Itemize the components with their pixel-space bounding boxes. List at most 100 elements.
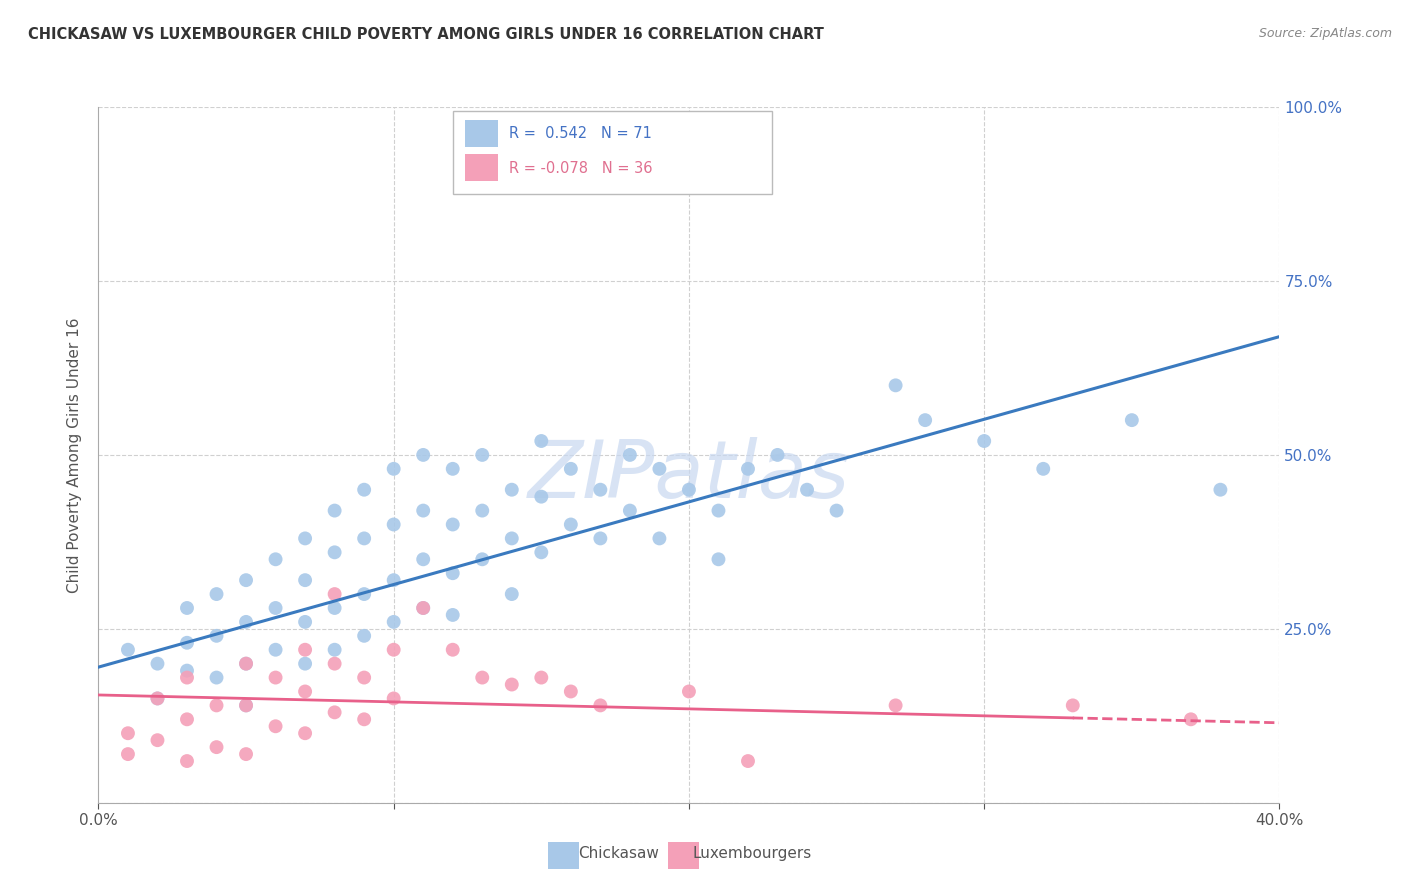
Point bbox=[235, 615, 257, 629]
Point bbox=[264, 671, 287, 685]
Point bbox=[294, 573, 316, 587]
Point bbox=[1180, 712, 1202, 726]
FancyBboxPatch shape bbox=[464, 120, 498, 147]
Point bbox=[707, 503, 730, 517]
Y-axis label: Child Poverty Among Girls Under 16: Child Poverty Among Girls Under 16 bbox=[67, 318, 83, 592]
Point bbox=[619, 503, 641, 517]
Point bbox=[441, 566, 464, 581]
Point bbox=[1121, 413, 1143, 427]
Point bbox=[1062, 698, 1084, 713]
Point bbox=[471, 552, 494, 566]
Point bbox=[294, 615, 316, 629]
Text: ZIPatlas: ZIPatlas bbox=[527, 437, 851, 515]
Point bbox=[353, 629, 375, 643]
Text: Chickasaw: Chickasaw bbox=[578, 846, 659, 861]
Point bbox=[678, 483, 700, 497]
Point bbox=[412, 552, 434, 566]
Point bbox=[117, 642, 139, 657]
Point bbox=[530, 490, 553, 504]
Point bbox=[235, 657, 257, 671]
Point bbox=[146, 691, 169, 706]
Point bbox=[382, 691, 405, 706]
Point bbox=[530, 434, 553, 448]
Text: R = -0.078   N = 36: R = -0.078 N = 36 bbox=[509, 161, 652, 176]
Point bbox=[441, 642, 464, 657]
Point bbox=[382, 517, 405, 532]
Point bbox=[323, 503, 346, 517]
Point bbox=[323, 587, 346, 601]
Point bbox=[441, 517, 464, 532]
Point bbox=[560, 684, 582, 698]
Point bbox=[766, 448, 789, 462]
Point bbox=[323, 706, 346, 720]
Point bbox=[648, 462, 671, 476]
Point bbox=[884, 378, 907, 392]
Point bbox=[264, 552, 287, 566]
Point bbox=[382, 615, 405, 629]
Point bbox=[323, 545, 346, 559]
Point bbox=[441, 462, 464, 476]
Point bbox=[117, 726, 139, 740]
Point bbox=[737, 754, 759, 768]
Point bbox=[264, 719, 287, 733]
Bar bbox=[548, 842, 579, 869]
Point bbox=[235, 698, 257, 713]
Point bbox=[737, 462, 759, 476]
Point bbox=[501, 677, 523, 691]
Point bbox=[205, 587, 228, 601]
Point bbox=[796, 483, 818, 497]
Point bbox=[471, 448, 494, 462]
Point bbox=[146, 733, 169, 747]
Point bbox=[235, 747, 257, 761]
FancyBboxPatch shape bbox=[464, 153, 498, 181]
Point bbox=[205, 698, 228, 713]
Point bbox=[205, 671, 228, 685]
Point bbox=[501, 483, 523, 497]
Point bbox=[176, 664, 198, 678]
Point bbox=[501, 532, 523, 546]
Point bbox=[117, 747, 139, 761]
Point bbox=[560, 517, 582, 532]
Point bbox=[294, 684, 316, 698]
Bar bbox=[668, 842, 699, 869]
Point bbox=[353, 532, 375, 546]
Point bbox=[205, 740, 228, 755]
Point bbox=[471, 503, 494, 517]
Point bbox=[412, 601, 434, 615]
Point bbox=[323, 642, 346, 657]
Point bbox=[353, 587, 375, 601]
Point bbox=[589, 532, 612, 546]
Text: Source: ZipAtlas.com: Source: ZipAtlas.com bbox=[1258, 27, 1392, 40]
Point bbox=[323, 601, 346, 615]
Point bbox=[323, 657, 346, 671]
Point bbox=[146, 691, 169, 706]
Point bbox=[707, 552, 730, 566]
Point bbox=[353, 712, 375, 726]
Point bbox=[294, 726, 316, 740]
Point bbox=[235, 657, 257, 671]
Point bbox=[294, 657, 316, 671]
Point bbox=[264, 601, 287, 615]
Point bbox=[501, 587, 523, 601]
Point bbox=[176, 636, 198, 650]
Point bbox=[530, 671, 553, 685]
Point bbox=[1032, 462, 1054, 476]
FancyBboxPatch shape bbox=[453, 111, 772, 194]
Point bbox=[146, 657, 169, 671]
Point bbox=[205, 629, 228, 643]
Point bbox=[176, 671, 198, 685]
Text: Luxembourgers: Luxembourgers bbox=[693, 846, 811, 861]
Point bbox=[678, 684, 700, 698]
Point bbox=[382, 642, 405, 657]
Point bbox=[560, 462, 582, 476]
Point bbox=[471, 671, 494, 685]
Point bbox=[589, 698, 612, 713]
Point bbox=[235, 698, 257, 713]
Point bbox=[441, 607, 464, 622]
Point bbox=[382, 462, 405, 476]
Point bbox=[530, 545, 553, 559]
Point bbox=[973, 434, 995, 448]
Point bbox=[353, 671, 375, 685]
Point bbox=[825, 503, 848, 517]
Point bbox=[884, 698, 907, 713]
